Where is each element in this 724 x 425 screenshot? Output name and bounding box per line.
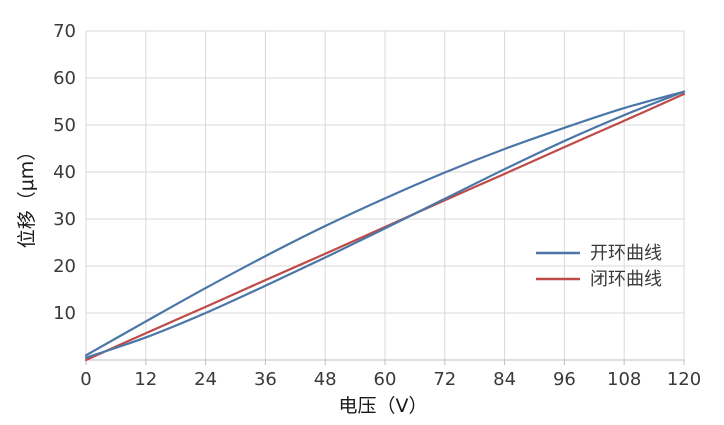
y-tick-label: 50 [53,115,76,136]
legend-item-open-loop: 开环曲线 [536,243,662,264]
x-tick-label: 96 [553,369,576,390]
y-tick-label: 30 [53,209,76,230]
legend-label: 闭环曲线 [590,269,662,290]
y-tick-label: 40 [53,162,76,183]
x-tick-label: 0 [80,369,91,390]
series-line-open-loop-descending [84,90,686,357]
series-line-closed-loop [84,92,686,362]
x-tick-label: 60 [374,369,397,390]
x-tick-label: 108 [607,369,641,390]
x-tick-labels: 0 12 24 36 48 60 72 84 96 108 120 [80,369,701,390]
series-line-open-loop-ascending [84,90,686,359]
y-tick-label: 60 [53,68,76,89]
y-tick-label: 70 [53,21,76,42]
x-tick-label: 120 [667,369,701,390]
y-tick-labels: 10 20 30 40 50 60 70 [53,21,76,324]
y-tick-label: 20 [53,256,76,277]
gridlines [85,30,685,365]
legend-label: 开环曲线 [590,243,662,264]
series-lines [84,90,686,362]
x-tick-label: 48 [314,369,337,390]
x-tick-label: 84 [493,369,516,390]
x-tick-label: 12 [134,369,157,390]
y-axis-title: 位移（μm） [16,142,38,249]
x-axis-title: 电压（V） [339,395,428,417]
x-tick-label: 24 [194,369,217,390]
legend-item-closed-loop: 闭环曲线 [536,269,662,290]
x-tick-label: 72 [433,369,456,390]
y-tick-label: 10 [53,303,76,324]
x-tick-label: 36 [254,369,277,390]
